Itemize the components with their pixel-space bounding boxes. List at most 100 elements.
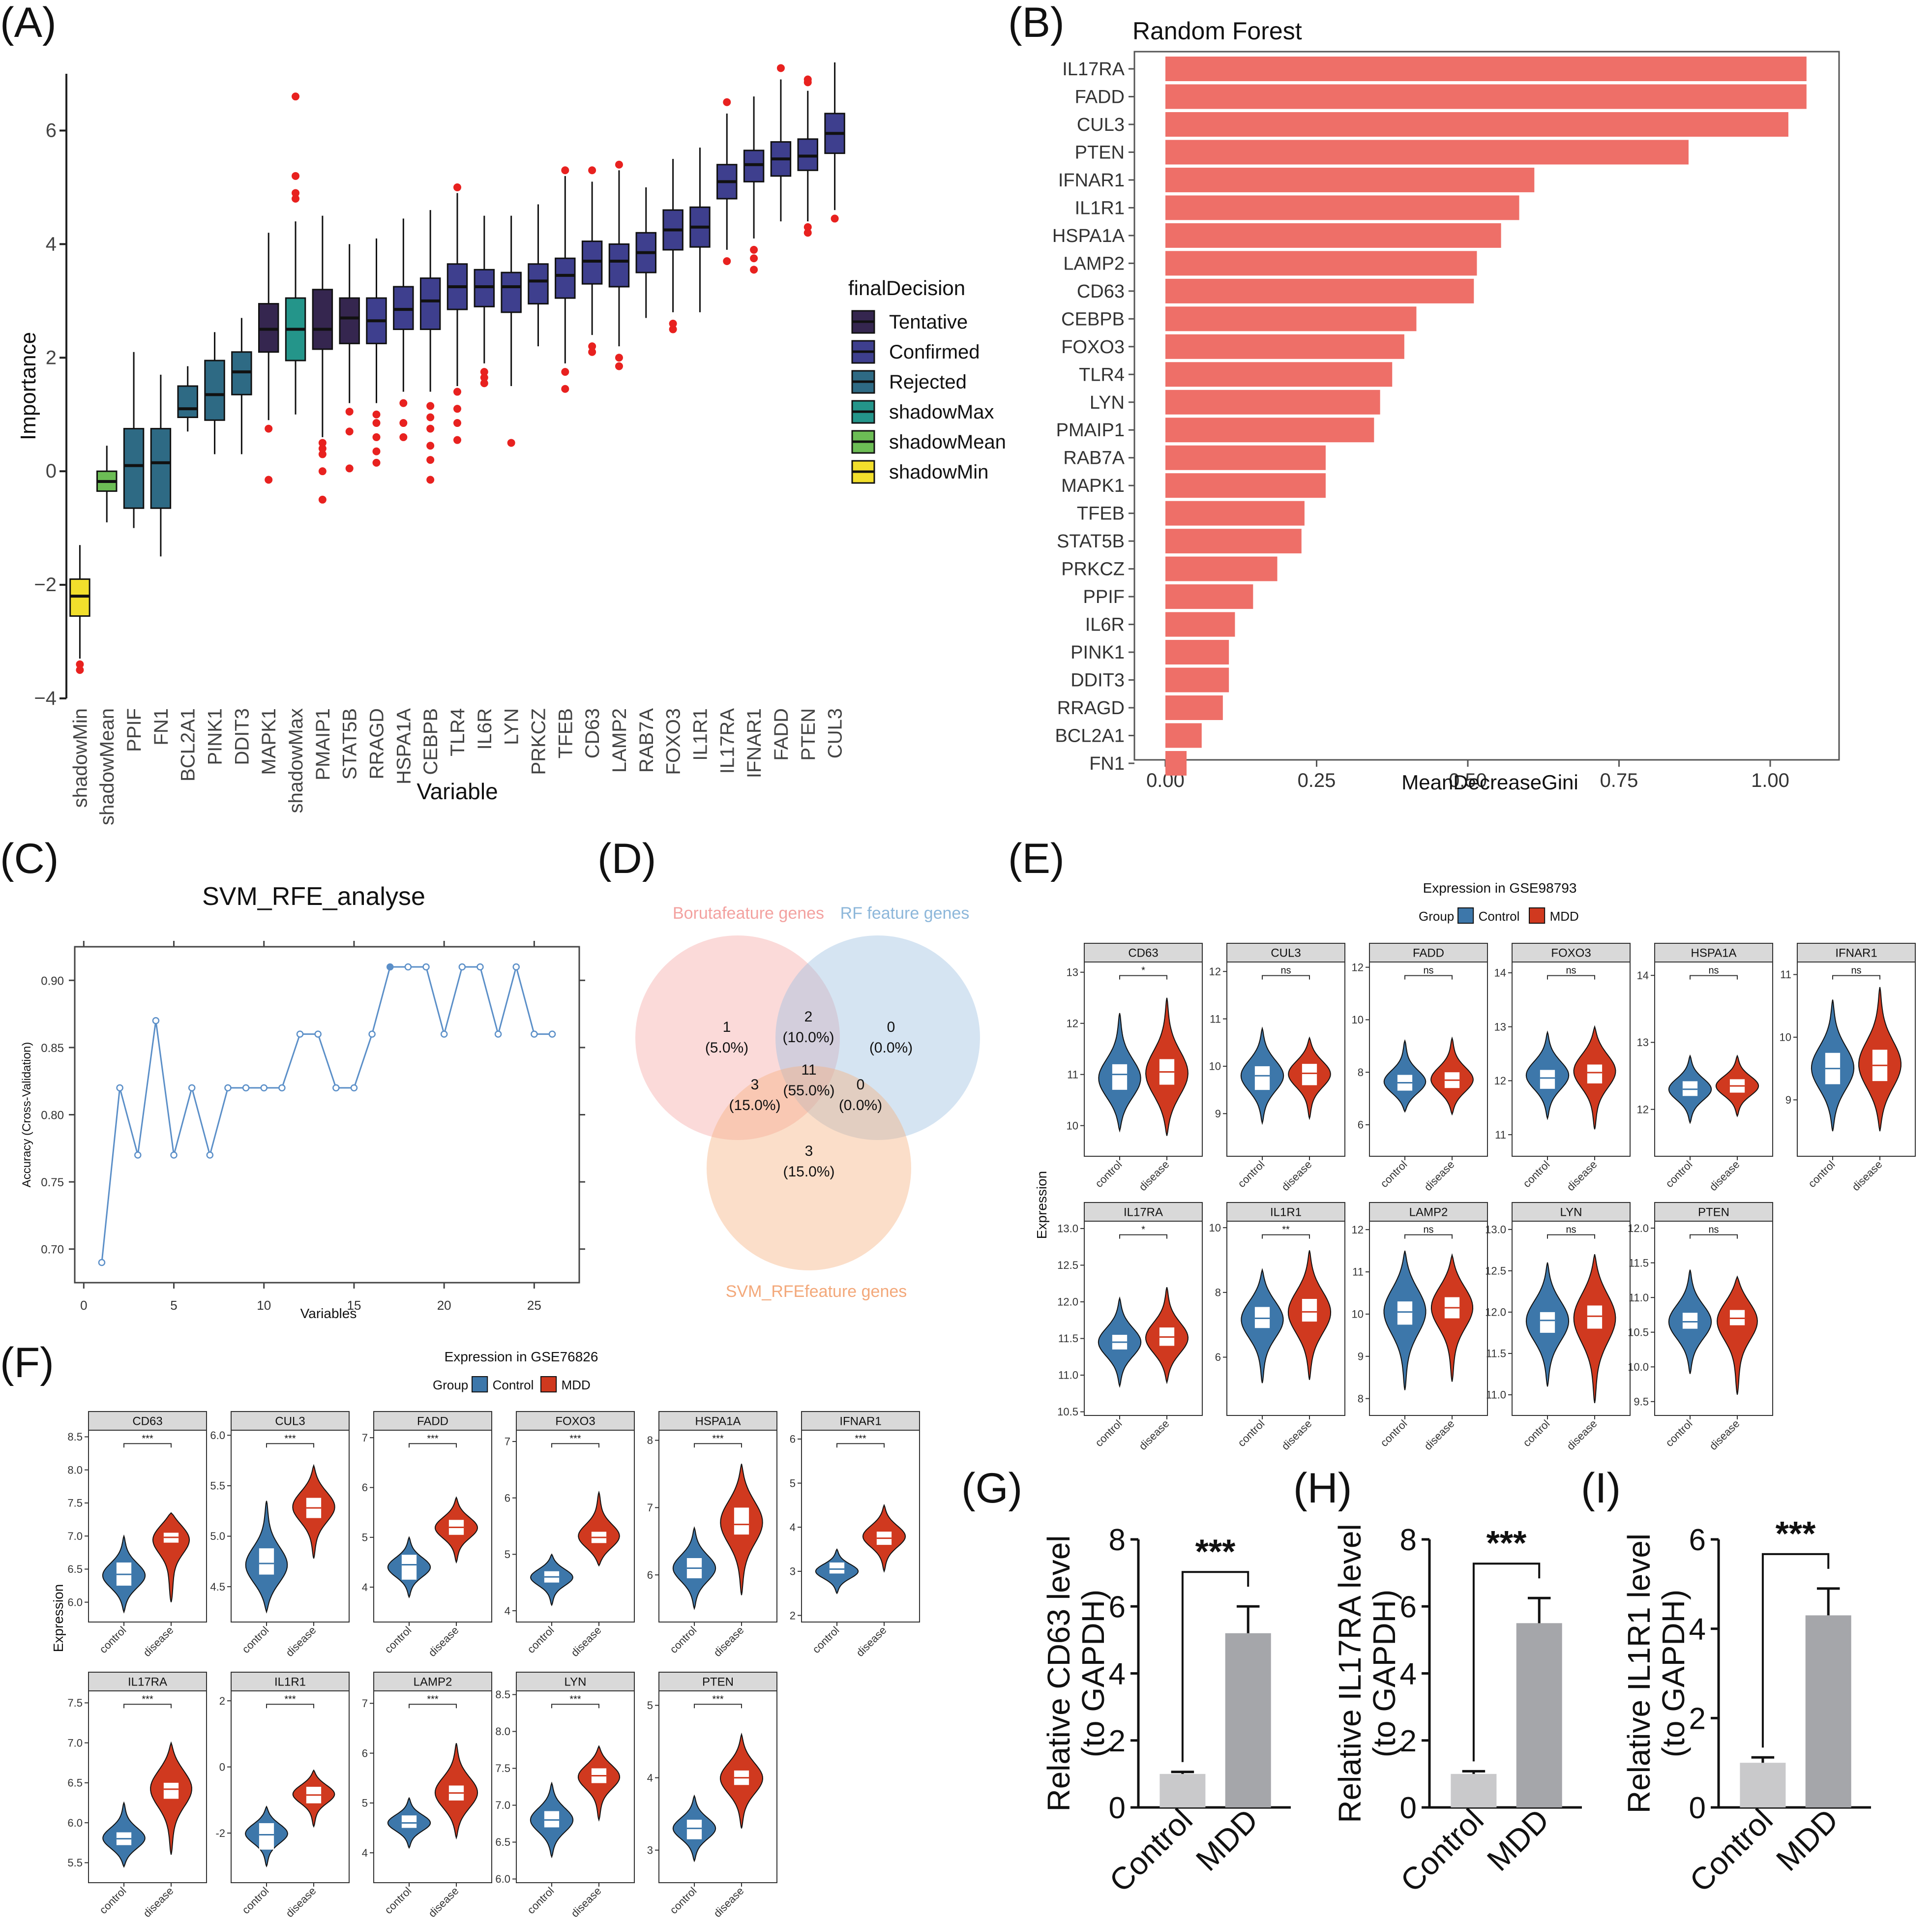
x-tick-label: disease [854, 1624, 889, 1659]
iqr-box [1682, 1313, 1698, 1329]
facet-CUL3: CUL3 9 10 11 12 control disease ns [1209, 943, 1345, 1193]
x-tick-label: 1.00 [1751, 770, 1789, 791]
x-tick-label: BCL2A1 [178, 708, 199, 782]
box-STAT5B: STAT5B [339, 244, 361, 780]
y-tick-label: 11 [1352, 1266, 1364, 1278]
significance-bracket [1547, 975, 1595, 980]
y-tick-label: 9 [1215, 1108, 1221, 1120]
significance-bracket [1547, 1234, 1595, 1239]
x-tick-label: PINK1 [205, 708, 226, 765]
y-tick-label: 11 [1780, 968, 1791, 981]
outlier-point [776, 64, 785, 72]
box-IL1R1: IL1R1 [689, 148, 711, 761]
y-tick-label: 5.0 [210, 1530, 225, 1542]
venn-region-count: 11 [801, 1062, 816, 1078]
venn-region-count: 0 [887, 1019, 895, 1035]
outlier-point [318, 445, 327, 452]
legend-group: Group Control MDD [433, 1376, 591, 1393]
significance-label: *** [569, 1694, 581, 1705]
y-tick-label: 10.5 [1057, 1406, 1078, 1418]
bar-Control [1159, 1774, 1206, 1807]
facet-CUL3: CUL3 4.5 5.0 5.5 6.0 control disease *** [210, 1411, 350, 1659]
facet-strip [231, 1411, 350, 1431]
iqr-box [1112, 1064, 1128, 1090]
facet-frame [1797, 962, 1916, 1157]
outlier-point [588, 166, 596, 175]
facet-title: IL17RA [1124, 1205, 1163, 1219]
x-tick-label: disease [568, 1624, 603, 1659]
x-tick-label: control [239, 1624, 271, 1655]
best-point [386, 963, 394, 971]
chart-title: SVM_RFE_analyse [202, 882, 425, 911]
y-tick-label: LAMP2 [1063, 253, 1125, 274]
y-tick-label: 10 [1209, 1222, 1221, 1234]
violin-disease [578, 1490, 620, 1567]
box-LYN: LYN [501, 215, 523, 745]
facet-title: PTEN [702, 1675, 734, 1688]
outlier-point [615, 362, 623, 370]
x-tick-label: control [1378, 1158, 1409, 1190]
outlier-point [426, 413, 435, 421]
venn-region-count: 1 [723, 1019, 731, 1035]
accuracy-point [260, 1084, 268, 1092]
accuracy-point [531, 1030, 538, 1038]
y-tick-label: PMAIP1 [1056, 420, 1125, 441]
facet-IL17RA: IL17RA 10.5 11.0 11.5 12.0 12.5 13.0 control dis… [1057, 1202, 1203, 1452]
iqr-box [1540, 1312, 1555, 1333]
y-tick-label: 6 [1215, 1351, 1221, 1363]
significance-bracket [123, 1704, 172, 1709]
y-tick-label: 6 [505, 1492, 510, 1504]
y-tick-label: 7.0 [67, 1530, 83, 1542]
outlier-point [615, 354, 623, 362]
x-tick-label: FADD [771, 708, 792, 761]
facet-strip [1654, 943, 1773, 962]
significance-label: * [1141, 1225, 1145, 1235]
x-tick-label: IFNAR1 [743, 708, 765, 778]
bar-MAPK1 [1165, 473, 1326, 498]
y-tick-label: 13.0 [1057, 1223, 1078, 1235]
y-tick-label: 12.5 [1057, 1259, 1078, 1271]
box-shadowMean: shadowMean [96, 446, 118, 825]
facet-title: IL1R1 [274, 1675, 306, 1688]
venn-region-pct: (15.0%) [783, 1164, 834, 1180]
x-tick-label: PTEN [798, 708, 819, 761]
y-tick-label: 6.5 [67, 1563, 83, 1575]
y-tick-label: 12.5 [1485, 1265, 1506, 1277]
x-tick-label: HSPA1A [393, 708, 415, 784]
box-IFNAR1: IFNAR1 [743, 96, 765, 778]
box-CEBPB: CEBPB [419, 210, 442, 775]
x-tick-label: control [1806, 1158, 1837, 1190]
outlier-point [292, 92, 300, 101]
x-tick-label: CD63 [582, 708, 603, 758]
accuracy-point [224, 1084, 232, 1092]
x-tick-label: shadowMin [69, 708, 91, 808]
panel-label-b: (B) [1008, 0, 1065, 46]
y-tick-label: 6.0 [67, 1817, 83, 1829]
facet-frame [1084, 1221, 1203, 1416]
facet-LAMP2: LAMP2 8 9 10 11 12 control disease ns [1352, 1202, 1488, 1452]
box-TFEB: TFEB [555, 166, 576, 758]
y-tick-label: 8 [1358, 1392, 1364, 1405]
facet-frame [1226, 962, 1345, 1157]
y-tick-label: 2 [1689, 1702, 1706, 1736]
panel-f-violins: Expression in GSE98793 Group Control MDD Exp… [1034, 880, 1916, 1452]
x-tick-label: MAPK1 [258, 708, 280, 775]
y-tick-label: 12 [1637, 1103, 1649, 1115]
y-tick-label: MAPK1 [1061, 476, 1125, 496]
box-body [501, 271, 522, 313]
box-PPIF: PPIF [123, 352, 145, 752]
y-tick-label: 2 [219, 1695, 225, 1707]
x-tick-label: RRAGD [366, 708, 388, 779]
outlier-point [750, 245, 758, 254]
outlier-point [803, 223, 812, 231]
outlier-point [803, 229, 812, 237]
significance-bracket [551, 1443, 599, 1448]
facet-title: IFNAR1 [1835, 946, 1877, 960]
significance-label: *** [569, 1433, 581, 1444]
iqr-box [829, 1562, 845, 1574]
facet-frame [1512, 962, 1631, 1157]
box-body [204, 360, 225, 421]
outlier-point [292, 195, 300, 203]
